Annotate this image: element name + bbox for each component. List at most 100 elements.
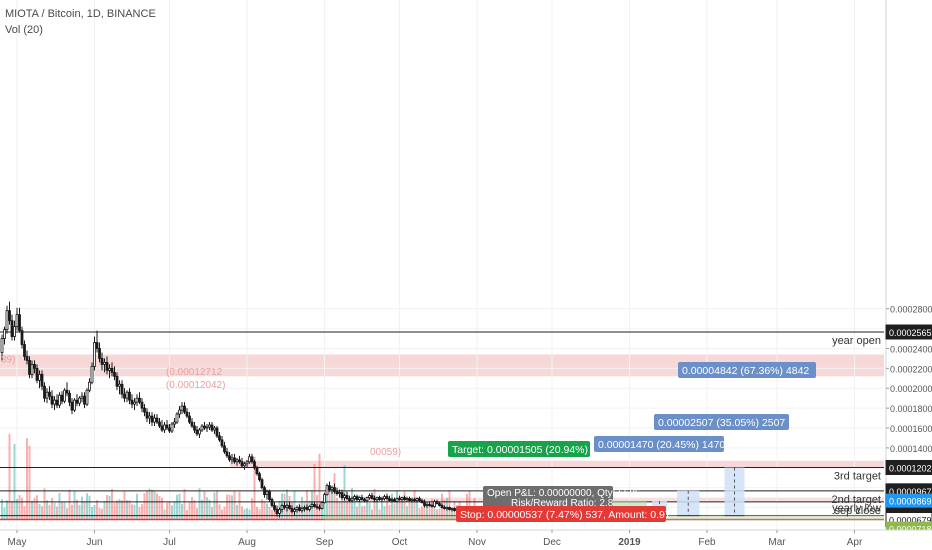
candle-body <box>343 495 346 498</box>
volume-bar <box>111 488 113 520</box>
volume-bar <box>43 488 46 520</box>
volume-bar <box>103 500 106 520</box>
level-price-badge: 0.00009678 <box>889 487 932 497</box>
candle-body <box>245 461 249 465</box>
candle-body <box>253 461 256 469</box>
volume-bar <box>63 502 66 520</box>
volume-bar <box>321 500 323 520</box>
volume-bar <box>341 492 343 520</box>
level-price-badge: 0.00012028 <box>889 463 932 473</box>
volume-bar <box>196 508 198 520</box>
volume-bar <box>166 502 168 520</box>
candle-body <box>10 320 14 337</box>
volume-bar <box>443 499 446 520</box>
candle-body <box>400 497 404 500</box>
pnl-line-2: Risk/Reward Ratio: 2.8 <box>511 498 614 509</box>
volume-bar <box>51 497 53 520</box>
volume-bar <box>168 502 171 520</box>
candle-body <box>120 383 124 395</box>
candle-body <box>95 342 99 349</box>
candle-body <box>280 505 284 510</box>
candle-body <box>133 401 136 405</box>
candle-body <box>453 508 456 511</box>
candle-body <box>423 502 426 506</box>
volume-bar <box>241 506 243 520</box>
candle-body <box>15 314 19 328</box>
candle-body <box>263 487 266 496</box>
candle-body <box>383 496 386 499</box>
volume-bar <box>198 488 201 520</box>
candle-body <box>420 500 424 503</box>
candle-body <box>438 503 441 506</box>
candle-body <box>340 492 344 498</box>
candle-body <box>360 497 364 500</box>
volume-bar <box>318 453 321 520</box>
volume-bar <box>23 506 26 520</box>
candle-body <box>218 435 221 441</box>
candle-body <box>270 499 274 506</box>
level-price-badge-bg <box>885 459 932 475</box>
candle-body <box>445 507 449 509</box>
candle-body <box>333 487 336 493</box>
candle-body <box>265 491 269 496</box>
volume-bar <box>193 500 196 520</box>
level-name: year open <box>832 335 881 347</box>
candle-body <box>390 499 394 501</box>
volume-bar <box>18 495 21 520</box>
volume-bar <box>33 497 36 520</box>
candle-body <box>23 344 26 357</box>
candle-body <box>370 495 374 499</box>
volume-bar <box>131 504 133 520</box>
volume-bar <box>41 506 43 520</box>
volume-bar <box>128 500 131 520</box>
candle-body <box>408 498 411 501</box>
volume-bar <box>333 473 336 520</box>
volume-bar <box>71 504 73 520</box>
volume-bar <box>76 499 78 520</box>
candle-body <box>40 373 44 387</box>
candle-body <box>228 455 231 461</box>
volume-bar <box>46 500 48 520</box>
candle-body <box>0 338 4 353</box>
candle-body <box>298 507 301 511</box>
candle-body <box>295 507 299 510</box>
volume-bar <box>396 490 398 520</box>
symbol-title: MIOTA / Bitcoin, 1D, BINANCE <box>5 8 156 20</box>
volume-bar <box>256 506 258 520</box>
candle-body <box>345 495 349 499</box>
candle-body <box>368 495 371 498</box>
volume-bar <box>138 507 141 520</box>
volume-bar <box>181 504 183 520</box>
volume-bar <box>21 497 23 520</box>
target-2-label: 0.00002507 (35.05%) 2507 <box>658 417 785 429</box>
level-price-badge: 0.00025659 <box>889 328 932 338</box>
candle-body <box>378 497 381 500</box>
volume-bar <box>271 509 273 520</box>
volume-bar <box>118 499 121 520</box>
volume-bar <box>158 495 161 520</box>
target-1-label-bg <box>594 436 724 452</box>
candle-body <box>165 424 169 429</box>
candle-body <box>320 502 324 509</box>
candle-body <box>210 424 214 431</box>
candle-body <box>303 507 306 509</box>
candle-body <box>108 367 111 371</box>
candle-body <box>250 456 254 463</box>
candle-body <box>175 413 179 423</box>
volume-bar <box>326 489 328 520</box>
candle-body <box>45 391 49 399</box>
candle-body <box>293 509 296 512</box>
volume-bar <box>68 489 71 520</box>
candle-body <box>195 429 199 435</box>
volume-bar <box>1 499 3 520</box>
volume-bar <box>148 488 151 520</box>
volume-bar <box>86 493 88 520</box>
volume-bar <box>156 493 158 520</box>
candle-body <box>288 505 291 509</box>
volume-bar <box>423 499 426 520</box>
volume-bar <box>28 445 31 520</box>
